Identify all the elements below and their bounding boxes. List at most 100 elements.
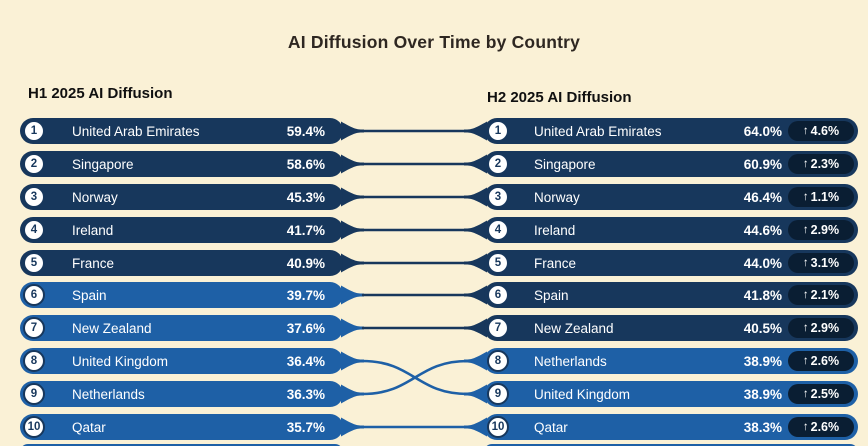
value-label: 44.0% <box>743 255 782 271</box>
country-label: Ireland <box>534 222 576 238</box>
rank-badge: 10 <box>487 416 509 438</box>
value-label: 64.0% <box>743 123 782 139</box>
value-label: 35.7% <box>286 419 325 435</box>
country-label: Singapore <box>72 156 134 172</box>
h1-rank-row: 3 Norway 45.3% <box>20 184 343 210</box>
rank-number: 2 <box>30 158 38 170</box>
h2-rank-row: 4 Ireland 44.6% ↑ 2.9% <box>484 217 858 243</box>
rank-number: 8 <box>494 355 502 367</box>
value-label: 36.4% <box>286 353 325 369</box>
rank-badge: 7 <box>487 317 509 339</box>
h2-rank-row: 2 Singapore 60.9% ↑ 2.3% <box>484 151 858 177</box>
value-label: 38.3% <box>743 419 782 435</box>
country-label: Ireland <box>72 222 114 238</box>
rank-badge: 8 <box>23 350 45 372</box>
h2-rank-row: 9 United Kingdom 38.9% ↑ 2.5% <box>484 381 858 407</box>
country-label: New Zealand <box>72 320 152 336</box>
change-value: 2.3% <box>810 157 840 171</box>
change-badge: ↑ 2.1% <box>788 285 854 305</box>
change-value: 2.1% <box>810 288 840 302</box>
h2-rank-row: 5 France 44.0% ↑ 3.1% <box>484 250 858 276</box>
rank-number: 2 <box>494 158 502 170</box>
up-arrow-icon: ↑ <box>802 289 809 301</box>
h2-rank-row: 3 Norway 46.4% ↑ 1.1% <box>484 184 858 210</box>
up-arrow-icon: ↑ <box>802 421 809 433</box>
h2-rank-row: 8 Netherlands 38.9% ↑ 2.6% <box>484 348 858 374</box>
h1-rank-row: 1 United Arab Emirates 59.4% <box>20 118 343 144</box>
rank-number: 7 <box>494 322 502 334</box>
h2-rank-row: 10 Qatar 38.3% ↑ 2.6% <box>484 414 858 440</box>
up-arrow-icon: ↑ <box>802 257 809 269</box>
rank-number: 9 <box>494 388 502 400</box>
up-arrow-icon: ↑ <box>802 125 809 137</box>
change-value: 2.6% <box>810 420 840 434</box>
rank-number: 1 <box>494 125 502 137</box>
value-label: 46.4% <box>743 189 782 205</box>
rank-number: 6 <box>30 289 38 301</box>
change-badge: ↑ 2.6% <box>788 417 854 437</box>
up-arrow-icon: ↑ <box>802 224 809 236</box>
up-arrow-icon: ↑ <box>802 322 809 334</box>
rank-number: 10 <box>27 421 41 433</box>
rank-number: 3 <box>494 191 502 203</box>
country-label: United Arab Emirates <box>534 123 662 139</box>
rank-number: 4 <box>30 224 38 236</box>
change-badge: ↑ 2.6% <box>788 351 854 371</box>
rank-badge: 4 <box>487 219 509 241</box>
rank-number: 6 <box>494 289 502 301</box>
h1-rank-row: 4 Ireland 41.7% <box>20 217 343 243</box>
rank-badge: 7 <box>23 317 45 339</box>
change-value: 2.6% <box>810 354 840 368</box>
country-label: Norway <box>534 189 580 205</box>
country-label: Singapore <box>534 156 596 172</box>
change-badge: ↑ 2.5% <box>788 384 854 404</box>
country-label: United Kingdom <box>72 353 169 369</box>
rank-badge: 4 <box>23 219 45 241</box>
up-arrow-icon: ↑ <box>802 158 809 170</box>
rank-number: 10 <box>491 421 505 433</box>
left-column-header: H1 2025 AI Diffusion <box>28 85 173 102</box>
value-label: 41.8% <box>743 287 782 303</box>
change-value: 2.9% <box>810 223 840 237</box>
value-label: 60.9% <box>743 156 782 172</box>
country-label: United Kingdom <box>534 386 631 402</box>
rank-number: 7 <box>30 322 38 334</box>
country-label: Qatar <box>72 419 106 435</box>
rank-number: 3 <box>30 191 38 203</box>
up-arrow-icon: ↑ <box>802 388 809 400</box>
change-value: 2.9% <box>810 321 840 335</box>
rank-number: 4 <box>494 224 502 236</box>
h2-rank-row: 6 Spain 41.8% ↑ 2.1% <box>484 282 858 308</box>
country-label: Netherlands <box>72 386 145 402</box>
value-label: 59.4% <box>286 123 325 139</box>
right-column-header: H2 2025 AI Diffusion <box>487 89 632 106</box>
rank-number: 8 <box>30 355 38 367</box>
rank-number: 5 <box>494 257 502 269</box>
value-label: 58.6% <box>286 156 325 172</box>
change-badge: ↑ 4.6% <box>788 121 854 141</box>
rank-badge: 6 <box>23 284 45 306</box>
country-label: France <box>72 255 115 271</box>
country-label: New Zealand <box>534 320 614 336</box>
chart-title: AI Diffusion Over Time by Country <box>287 32 581 52</box>
change-badge: ↑ 2.9% <box>788 220 854 240</box>
rank-number: 9 <box>30 388 38 400</box>
value-label: 41.7% <box>286 222 325 238</box>
rank-badge: 1 <box>23 120 45 142</box>
change-value: 2.5% <box>810 387 840 401</box>
h1-rank-row: 9 Netherlands 36.3% <box>20 381 343 407</box>
rank-badge: 10 <box>23 416 45 438</box>
value-label: 38.9% <box>743 353 782 369</box>
h1-rank-row: 7 New Zealand 37.6% <box>20 315 343 341</box>
rank-badge: 3 <box>23 186 45 208</box>
rank-badge: 5 <box>487 252 509 274</box>
h1-rank-row: 8 United Kingdom 36.4% <box>20 348 343 374</box>
value-label: 36.3% <box>286 386 325 402</box>
rank-badge: 2 <box>487 153 509 175</box>
rank-badge: 3 <box>487 186 509 208</box>
country-label: France <box>534 255 577 271</box>
value-label: 40.5% <box>743 320 782 336</box>
rank-badge: 8 <box>487 350 509 372</box>
value-label: 37.6% <box>286 320 325 336</box>
